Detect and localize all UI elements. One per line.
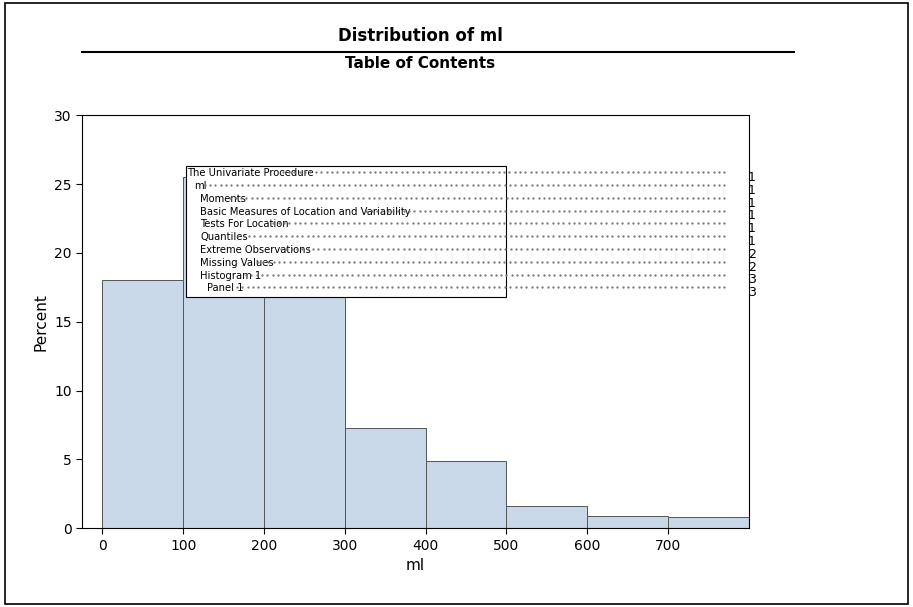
Text: Panel 1: Panel 1: [206, 283, 243, 293]
Text: 1: 1: [748, 222, 756, 236]
Bar: [425, 461, 507, 528]
Bar: [185, 166, 507, 297]
Bar: [102, 280, 184, 528]
Text: ml: ml: [194, 181, 206, 191]
Text: 1: 1: [748, 235, 756, 248]
Text: 3: 3: [748, 287, 756, 299]
Text: Histogram 1: Histogram 1: [200, 271, 261, 280]
Text: Extreme Observations: Extreme Observations: [200, 245, 310, 255]
Text: 2: 2: [748, 248, 756, 261]
Text: Moments: Moments: [200, 194, 246, 204]
Text: Basic Measures of Location and Variability: Basic Measures of Location and Variabili…: [200, 207, 411, 217]
Text: 1: 1: [748, 171, 756, 184]
Text: Table of Contents: Table of Contents: [345, 56, 495, 71]
Bar: [668, 517, 749, 528]
Bar: [507, 506, 587, 528]
Text: Distribution of ml: Distribution of ml: [338, 27, 502, 46]
Bar: [345, 428, 425, 528]
Text: 2: 2: [748, 260, 756, 274]
Bar: [184, 177, 264, 528]
Text: Tests For Location: Tests For Location: [200, 220, 289, 229]
X-axis label: ml: ml: [406, 558, 425, 573]
Bar: [264, 283, 345, 528]
Text: Missing Values: Missing Values: [200, 258, 274, 268]
Text: 1: 1: [748, 209, 756, 222]
Bar: [587, 516, 668, 528]
Text: 1: 1: [748, 197, 756, 209]
Text: The Univariate Procedure: The Univariate Procedure: [187, 168, 314, 178]
Text: Quantiles: Quantiles: [200, 232, 247, 242]
Y-axis label: Percent: Percent: [34, 293, 48, 351]
Text: 3: 3: [748, 273, 756, 287]
Text: 1: 1: [748, 184, 756, 197]
